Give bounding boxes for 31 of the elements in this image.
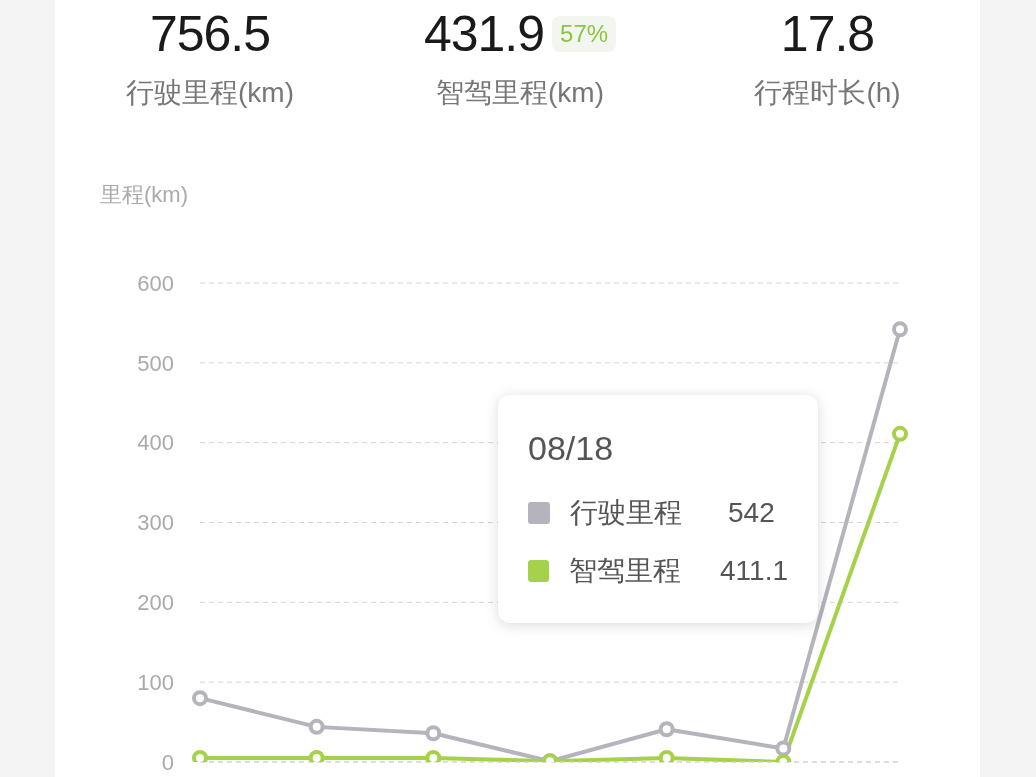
annotation: 411.1 bbox=[720, 555, 788, 587]
point bbox=[425, 750, 442, 762]
point bbox=[192, 690, 208, 707]
y-tick-label: 100 bbox=[137, 669, 174, 695]
text: 57% bbox=[552, 16, 617, 52]
point bbox=[192, 750, 208, 762]
point bbox=[425, 725, 442, 742]
text: 756.5 bbox=[149, 5, 271, 63]
annotation: 542 bbox=[728, 497, 775, 529]
text: 431.9 bbox=[423, 5, 545, 63]
point bbox=[658, 721, 675, 738]
y-tick-label: 0 bbox=[161, 749, 174, 775]
legend-title: 08/18 bbox=[528, 429, 615, 468]
y-tick-label: 500 bbox=[137, 350, 174, 376]
point bbox=[775, 740, 792, 757]
text: 智驾里程(km) bbox=[435, 76, 605, 110]
point bbox=[308, 750, 325, 762]
point bbox=[892, 425, 908, 442]
legend-label: 智驾里程 bbox=[569, 554, 682, 588]
y-tick-label: 400 bbox=[137, 430, 174, 456]
y-tick-label: 200 bbox=[137, 590, 174, 616]
point bbox=[658, 750, 675, 762]
text: 17.8 bbox=[780, 5, 875, 63]
point bbox=[892, 321, 908, 338]
text: 行驶里程(km) bbox=[125, 76, 295, 110]
y-tick-label: 600 bbox=[137, 270, 174, 296]
y-tick-label: 300 bbox=[137, 510, 174, 536]
point bbox=[308, 718, 325, 735]
legend-label: 行驶里程 bbox=[570, 496, 683, 530]
text: 行程时长(h) bbox=[753, 76, 902, 110]
y-axis-title: 里程(km) bbox=[100, 181, 188, 209]
